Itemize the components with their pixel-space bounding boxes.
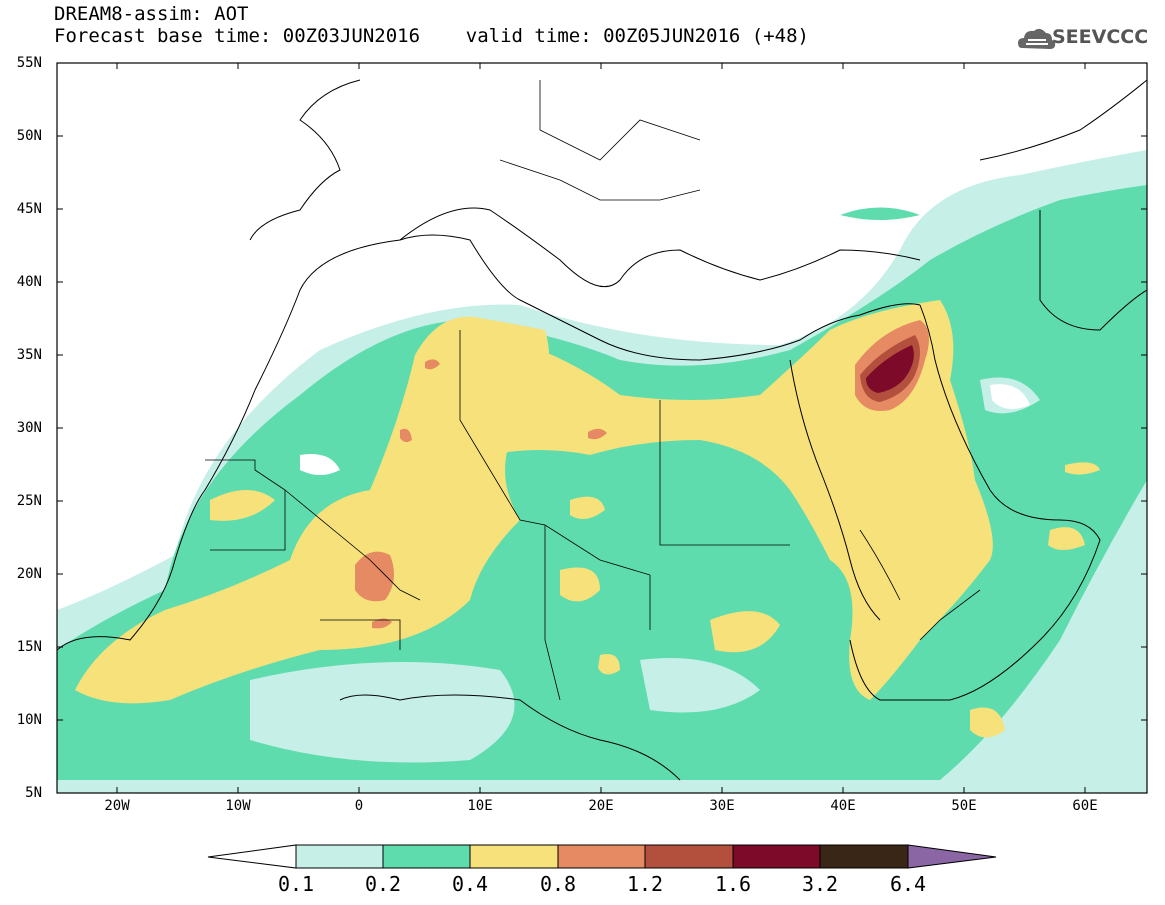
coastlines: [57, 79, 1147, 781]
lon-tick-label: 40E: [830, 798, 856, 814]
colorbar-label: 0.4: [451, 872, 489, 896]
lon-tick-label: 50E: [951, 798, 977, 814]
lon-tick-label: 10E: [467, 798, 493, 814]
colorbar-swatch: [469, 844, 559, 869]
lon-tick-label: 10W: [225, 798, 251, 814]
lat-tick-label: 50N: [16, 128, 42, 144]
colorbar-lower-arrow: [207, 844, 297, 869]
lon-tick-label: 60E: [1072, 798, 1098, 814]
lon-tick-label: 30E: [709, 798, 735, 814]
country-borders: [205, 80, 981, 701]
colorbar-label: 0.8: [539, 872, 577, 896]
lat-tick-label: 40N: [16, 274, 42, 290]
logo-text: SEEVCCC: [1052, 26, 1149, 48]
colorbar-label: 1.6: [714, 872, 752, 896]
lat-tick-label: 35N: [16, 347, 42, 363]
lat-tick-label: 25N: [16, 493, 42, 509]
forecast-times: Forecast base time: 00Z03JUN2016 valid t…: [54, 25, 809, 47]
colorbar-label: 1.2: [626, 872, 664, 896]
colorbar: [207, 844, 997, 869]
colorbar-label: 0.2: [364, 872, 402, 896]
colorbar-swatch: [644, 844, 734, 869]
aot-class-1-6: [866, 345, 914, 393]
colorbar-swatch: [819, 844, 909, 869]
lon-tick-label: 20W: [104, 798, 130, 814]
colorbar-swatch: [732, 844, 821, 869]
lat-tick-label: 20N: [16, 566, 42, 582]
colorbar-label: 6.4: [889, 872, 927, 896]
lat-tick-label: 15N: [16, 639, 42, 655]
colorbar-swatch: [557, 844, 646, 869]
lat-tick-label: 10N: [16, 712, 42, 728]
colorbar-swatch: [295, 844, 384, 869]
colorbar-upper-arrow: [907, 844, 997, 869]
chart-title: DREAM8-assim: AOT: [54, 3, 249, 25]
lat-tick-label: 55N: [16, 55, 42, 71]
colorbar-label: 3.2: [801, 872, 839, 896]
colorbar-swatch: [382, 844, 471, 869]
lat-tick-label: 5N: [25, 785, 42, 801]
axis-ticks: [57, 62, 1147, 793]
lon-tick-label: 0: [354, 798, 364, 814]
lat-tick-label: 45N: [16, 201, 42, 217]
colorbar-label: 0.1: [277, 872, 315, 896]
cloud-logo-icon: [1018, 28, 1056, 49]
lat-tick-label: 30N: [16, 420, 42, 436]
lon-tick-label: 20E: [588, 798, 614, 814]
